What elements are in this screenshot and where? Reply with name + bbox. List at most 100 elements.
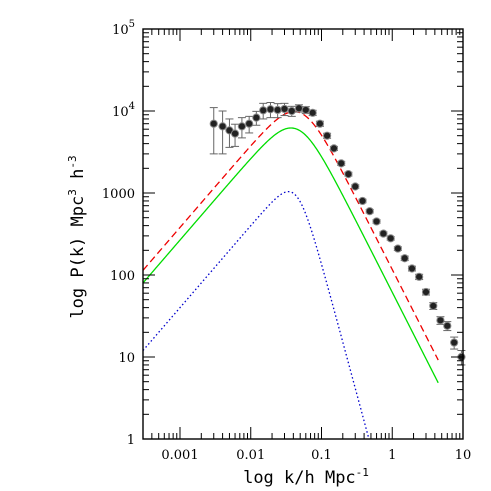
data-point-marker: [386, 234, 395, 243]
data-point-marker: [245, 119, 254, 128]
y-tick-label-base: 10: [112, 23, 129, 38]
data-point: [280, 102, 289, 117]
data-point: [429, 301, 438, 310]
data-point-marker: [372, 217, 381, 226]
data-point-marker: [379, 229, 388, 238]
data-point-marker: [301, 105, 310, 115]
data-point-marker: [237, 122, 247, 131]
y-tick-label-base: 1: [127, 433, 135, 448]
y-tick-label: 105: [112, 19, 135, 38]
data-point-marker: [436, 316, 445, 325]
x-tick-label: 0.1: [311, 448, 332, 463]
data-point: [230, 123, 240, 147]
data-point-marker: [218, 122, 227, 131]
data-point: [407, 264, 417, 273]
data-point-marker: [252, 113, 261, 122]
data-point: [436, 316, 445, 325]
data-point: [415, 272, 424, 281]
data-point: [443, 321, 452, 332]
model-curve-solid: [142, 127, 439, 384]
y-axis-title: log P(k) Mpc3 h-3: [66, 155, 88, 318]
axis-ticks: [142, 28, 464, 440]
data-point-marker: [329, 144, 339, 153]
data-point: [329, 144, 339, 153]
data-point: [400, 254, 409, 263]
data-point: [358, 196, 367, 206]
data-point: [301, 105, 310, 115]
data-point-marker: [450, 338, 459, 347]
x-tick-label: 0.01: [236, 448, 265, 463]
data-point: [450, 336, 459, 350]
data-point: [308, 108, 317, 117]
data-point: [337, 159, 346, 168]
data-point-marker: [266, 105, 275, 114]
data-point-marker: [287, 106, 296, 116]
data-point-marker: [344, 170, 353, 179]
data-point: [386, 234, 395, 243]
data-point: [259, 102, 268, 120]
y-tick-label: 104: [112, 101, 135, 120]
data-point: [237, 117, 247, 139]
data-point-marker: [429, 301, 438, 310]
data-point-marker: [393, 244, 402, 253]
model-curve-dotted: [142, 190, 370, 438]
x-tick-label: 1: [388, 448, 396, 463]
data-point: [351, 182, 360, 191]
data-point-marker: [322, 131, 332, 140]
data-point-marker: [294, 104, 304, 113]
plot-frame: [142, 28, 464, 440]
data-point: [245, 115, 254, 134]
y-tick-label-base: 100: [110, 269, 135, 284]
y-tick-label-base: 10: [118, 351, 135, 366]
data-point: [344, 170, 353, 179]
x-tick-labels: 0.001 0.01 0.1 1 10: [161, 448, 471, 463]
data-point: [379, 229, 388, 238]
data-point: [273, 103, 282, 119]
y-tick-label-base: 10: [112, 105, 129, 120]
data-point-marker: [209, 119, 218, 128]
y-tick-label-exponent: 5: [129, 19, 135, 30]
y-tick-label: 1000: [102, 187, 135, 202]
data-point-marker: [230, 129, 240, 138]
data-point: [266, 101, 275, 119]
data-point: [365, 207, 374, 216]
data-point-marker: [365, 207, 374, 216]
data-point-marker: [421, 287, 431, 297]
data-point-marker: [358, 196, 367, 206]
data-point-marker: [400, 254, 409, 263]
data-point-marker: [259, 106, 268, 115]
x-axis-title: log k/h Mpc-1: [243, 466, 369, 488]
data-point-marker: [280, 104, 289, 114]
data-point-marker: [351, 182, 360, 191]
data-point: [294, 104, 304, 113]
y-tick-label: 10: [118, 351, 135, 366]
y-tick-label: 1: [127, 433, 135, 448]
data-point: [393, 244, 402, 253]
data-point-marker: [273, 105, 282, 115]
model-curves: [142, 110, 439, 438]
data-point-marker: [315, 119, 325, 128]
data-point-marker: [443, 321, 452, 330]
data-point: [209, 107, 218, 155]
data-points: [209, 101, 466, 366]
data-point: [287, 105, 296, 117]
data-point-marker: [415, 272, 424, 281]
data-point: [322, 131, 332, 140]
x-tick-label: 10: [455, 448, 472, 463]
data-point-marker: [407, 264, 417, 273]
y-tick-label: 100: [110, 269, 135, 284]
model-curve-dashed: [142, 110, 439, 361]
data-point: [457, 350, 466, 366]
data-point: [315, 119, 325, 128]
data-point-marker: [337, 159, 346, 168]
data-point: [372, 217, 381, 226]
data-point: [252, 110, 261, 126]
y-tick-label-exponent: 4: [129, 101, 135, 112]
data-point-marker: [308, 108, 317, 117]
data-point: [218, 110, 227, 155]
x-tick-label: 0.001: [161, 448, 198, 463]
data-point: [421, 287, 431, 297]
y-tick-label-base: 1000: [102, 187, 135, 202]
